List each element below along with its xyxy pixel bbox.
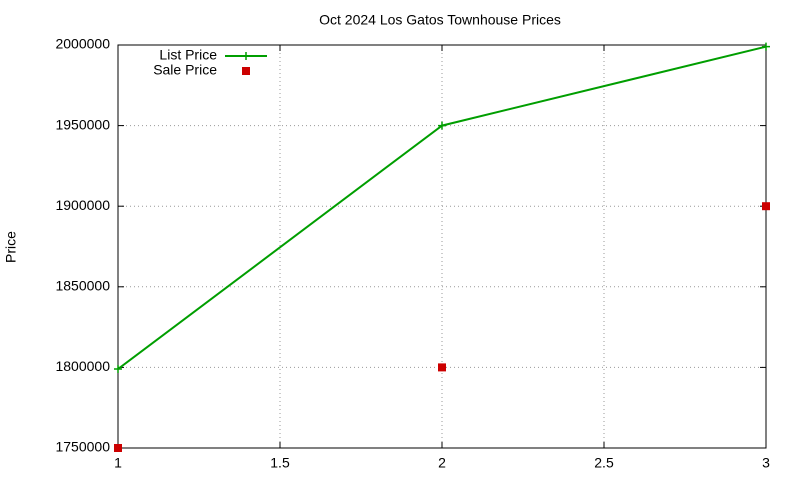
y-axis-label: Price <box>3 231 19 263</box>
plot-frame <box>117 44 767 449</box>
y-tick-label: 1850000 <box>55 278 110 294</box>
y-tick-label: 2000000 <box>55 36 110 52</box>
x-tick-label: 3 <box>762 455 770 471</box>
line <box>117 45 767 370</box>
legend-label: List Price <box>159 47 217 63</box>
y-tick-label: 1750000 <box>55 439 110 455</box>
y-tick-label: 1950000 <box>55 116 110 132</box>
point <box>438 121 446 130</box>
x-tick-label: 2 <box>438 455 446 471</box>
point <box>762 202 770 211</box>
x-tick-label: 1.5 <box>270 455 290 471</box>
point <box>438 363 446 372</box>
y-tick-label: 1900000 <box>55 197 110 213</box>
legend-marker <box>242 52 250 60</box>
legend-marker <box>242 67 250 75</box>
legend-label: Sale Price <box>153 62 217 78</box>
y-tick-label: 1800000 <box>55 358 110 374</box>
point <box>762 42 770 51</box>
x-tick-label: 2.5 <box>594 455 614 471</box>
point <box>114 444 122 452</box>
point <box>114 365 122 374</box>
x-tick-label: 1 <box>114 455 122 471</box>
chart-title: Oct 2024 Los Gatos Townhouse Prices <box>319 12 561 28</box>
